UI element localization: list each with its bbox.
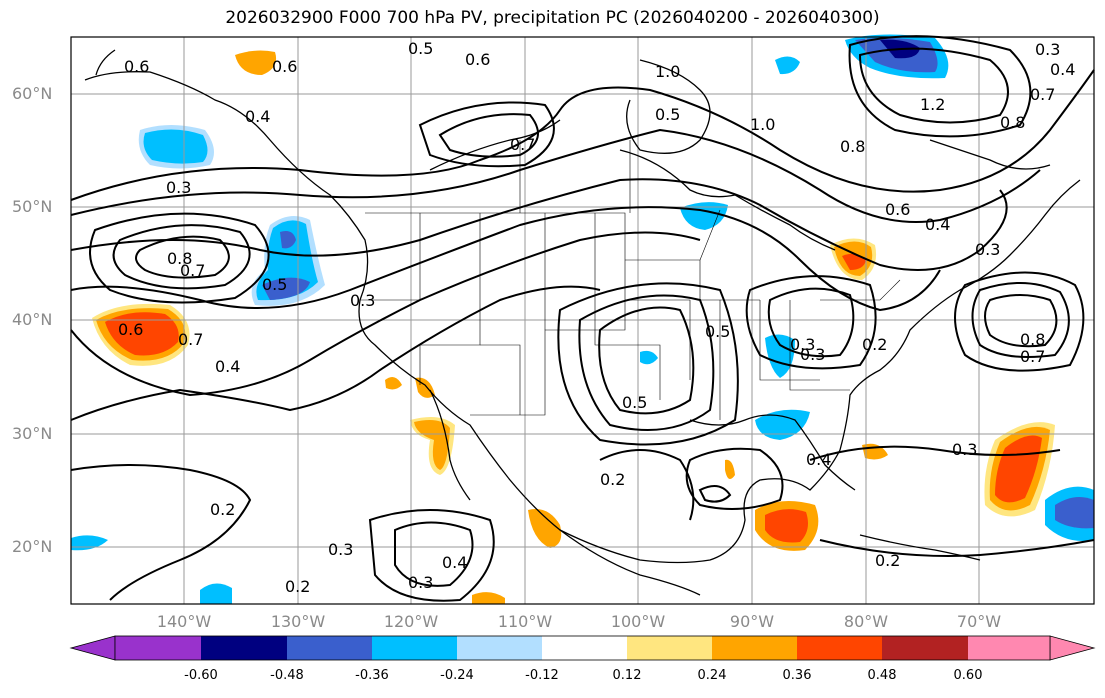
lat-label: 60°N: [12, 84, 53, 103]
contour-label: 0.7: [178, 330, 203, 349]
contour-label: 0.3: [952, 440, 977, 459]
contour-label: 1.0: [655, 62, 680, 81]
contour-label: 0.6: [272, 57, 297, 76]
lat-label: 40°N: [12, 310, 53, 329]
pv-contours: [70, 35, 1095, 602]
colorbar-tick: 0.60: [953, 668, 983, 683]
contour-label: 0.8: [1000, 113, 1025, 132]
contour-label: 0.2: [862, 335, 887, 354]
contour-label: 0.6: [885, 200, 910, 219]
contour-label: 0.7: [1020, 347, 1045, 366]
contour-label: 0.7: [510, 135, 535, 154]
contour-label: 0.3: [408, 573, 433, 592]
colorbar-min-arrow: [69, 635, 116, 661]
contour-label: 0.4: [1050, 60, 1075, 79]
lat-label: 50°N: [12, 197, 53, 216]
contour-label: 0.2: [875, 551, 900, 570]
colorbar-max-arrow: [1049, 635, 1096, 661]
contour-label: 0.8: [1020, 330, 1045, 349]
contour-label: 0.6: [118, 320, 143, 339]
lat-label: 20°N: [12, 537, 53, 556]
lon-label: 90°W: [729, 612, 775, 631]
colorbar: [69, 635, 1096, 661]
contour-label: 0.4: [925, 215, 950, 234]
map-border: [70, 36, 1095, 605]
contour-label: 0.7: [1030, 85, 1055, 104]
contour-label: 0.5: [705, 322, 730, 341]
contour-label: 0.3: [166, 178, 191, 197]
contour-label: 0.2: [210, 500, 235, 519]
colorbar-tick: -0.12: [525, 668, 559, 683]
contour-label: 0.7: [180, 261, 205, 280]
map-title: 2026032900 F000 700 hPa PV, precipitatio…: [225, 8, 880, 28]
colorbar-tick: 0.48: [867, 668, 897, 683]
state-borders: [360, 140, 901, 420]
contour-label: 0.3: [1035, 40, 1060, 59]
contour-label: 1.2: [920, 95, 945, 114]
lon-label: 130°W: [270, 612, 326, 631]
colorbar-tick: -0.60: [184, 668, 218, 683]
contour-label: 0.6: [465, 50, 490, 69]
contour-label: 0.2: [285, 577, 310, 596]
contour-label: 0.8: [840, 137, 865, 156]
contour-label: 0.5: [262, 275, 287, 294]
lon-label: 100°W: [610, 612, 666, 631]
contour-label: 0.3: [800, 345, 825, 364]
contour-label: 0.4: [245, 107, 270, 126]
lon-label: 120°W: [383, 612, 439, 631]
colorbar-tick: 0.36: [782, 668, 812, 683]
contour-label: 0.5: [408, 39, 433, 58]
lon-label: 140°W: [156, 612, 212, 631]
contour-label: 0.4: [215, 357, 240, 376]
colorbar-tick: -0.24: [440, 668, 474, 683]
contour-label: 0.4: [442, 553, 467, 572]
contour-labels: 0.6 0.6 0.5 0.6 1.0 0.3 0.4 0.8 0.3 0.7 …: [118, 39, 1075, 596]
contour-label: 0.3: [975, 240, 1000, 259]
contour-label: 0.8: [167, 249, 192, 268]
lat-label: 30°N: [12, 424, 53, 443]
colorbar-tick: 0.12: [612, 668, 642, 683]
contour-label: 0.3: [350, 291, 375, 310]
contour-label: 0.5: [622, 393, 647, 412]
contour-label: 0.3: [328, 540, 353, 559]
contour-label: 1.0: [750, 115, 775, 134]
contour-label: 0.6: [124, 57, 149, 76]
contour-label: 0.4: [806, 450, 831, 469]
colorbar-tick: -0.36: [355, 668, 389, 683]
graticule: [71, 37, 1094, 604]
contour-label: 0.5: [655, 105, 680, 124]
colorbar-tick: 0.24: [697, 668, 727, 683]
lon-label: 110°W: [497, 612, 553, 631]
colorbar-tick: -0.48: [270, 668, 304, 683]
lon-label: 70°W: [956, 612, 1002, 631]
contour-label: 0.3: [790, 335, 815, 354]
contour-label: 0.2: [600, 470, 625, 489]
lon-label: 80°W: [843, 612, 889, 631]
